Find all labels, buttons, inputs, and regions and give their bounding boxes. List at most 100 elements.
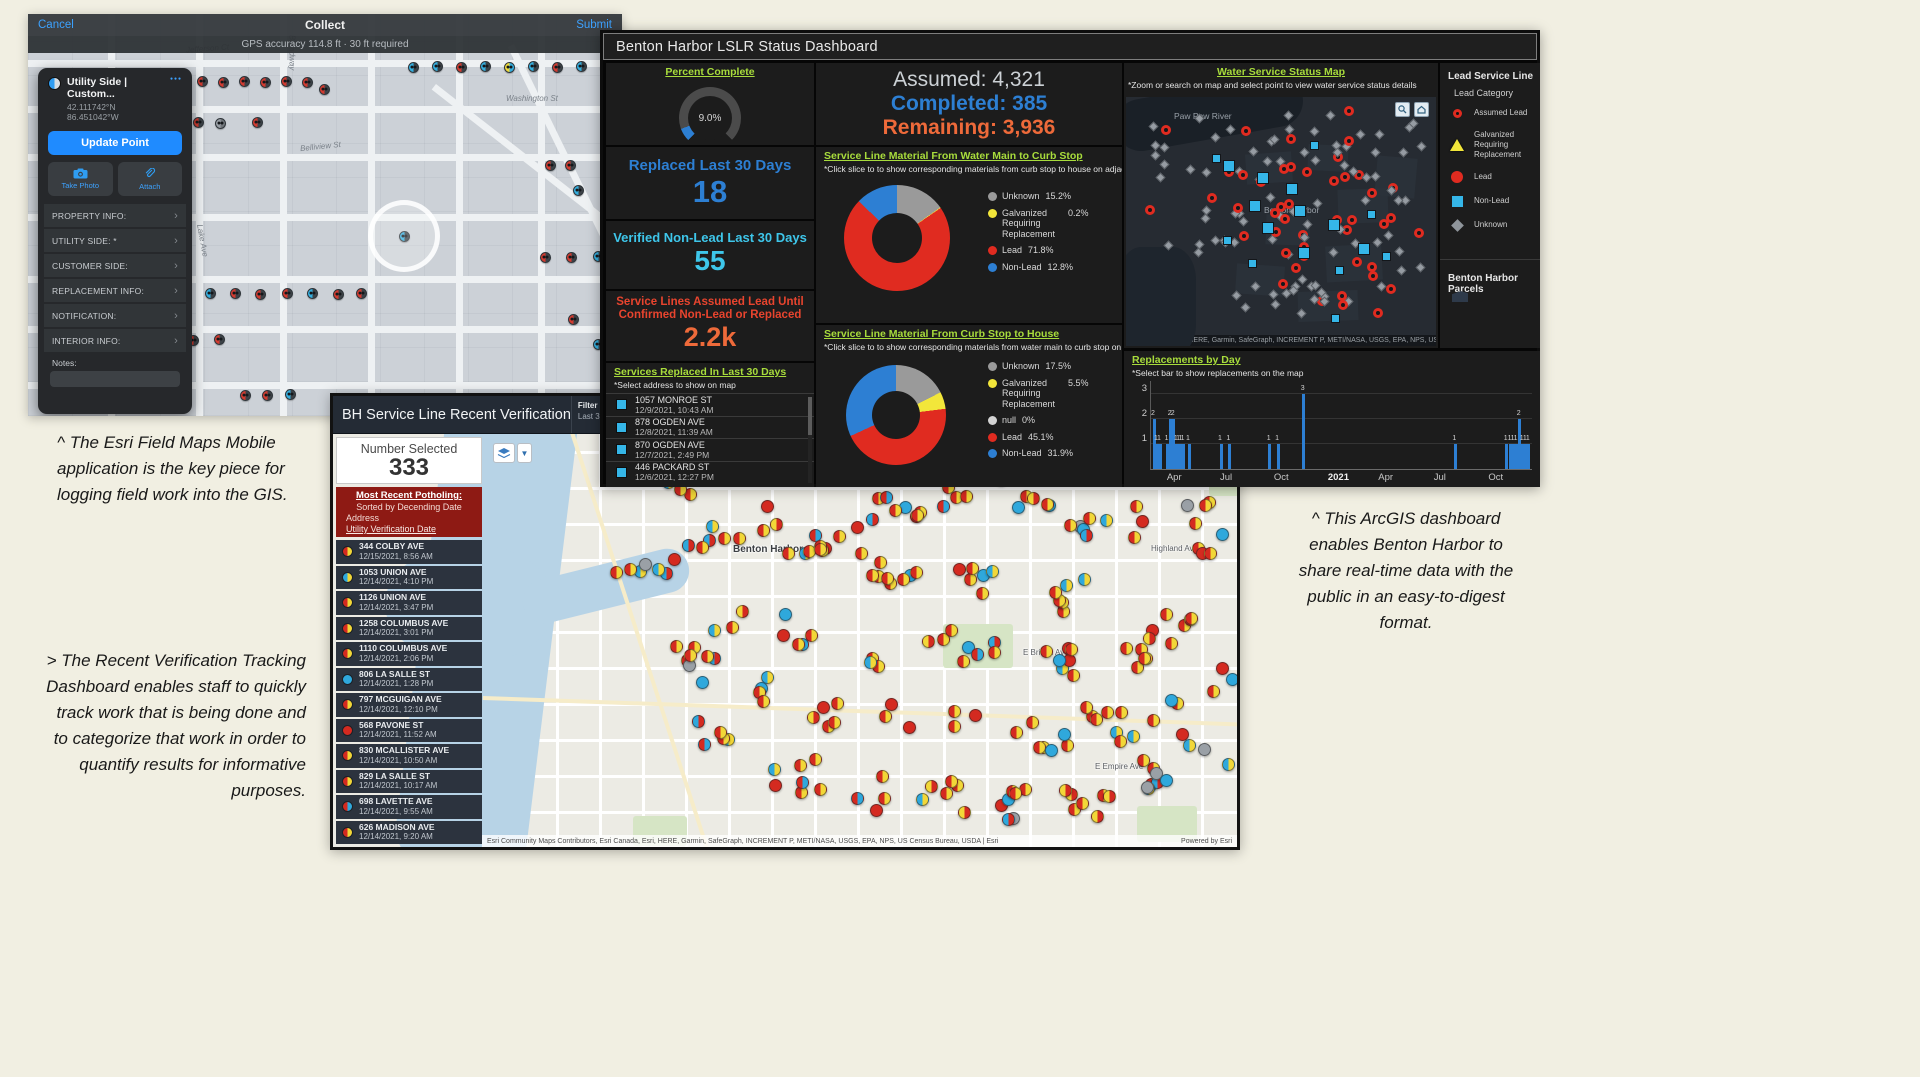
verification-map-marker[interactable]	[670, 640, 683, 653]
verification-map-marker[interactable]	[777, 629, 790, 642]
replacement-bar[interactable]	[1276, 443, 1280, 469]
verification-map-marker[interactable]	[1216, 528, 1229, 541]
water-status-marker[interactable]	[1279, 164, 1289, 174]
water-status-marker[interactable]	[1379, 219, 1389, 229]
water-status-marker[interactable]	[1368, 271, 1378, 281]
verification-map-marker[interactable]	[1040, 645, 1053, 658]
verification-list-item[interactable]: 1110 COLUMBUS AVE 12/14/2021, 2:06 PM	[336, 642, 482, 666]
water-status-marker[interactable]	[1284, 124, 1295, 135]
replacement-bar[interactable]	[1227, 443, 1231, 469]
water-status-marker[interactable]	[1347, 215, 1357, 225]
service-point-marker[interactable]	[480, 61, 491, 72]
verification-map-marker[interactable]	[1137, 754, 1150, 767]
services-replaced-item[interactable]: 446 PACKARD ST 12/6/2021, 12:27 PM	[606, 460, 814, 484]
replacement-bar[interactable]	[1169, 418, 1173, 469]
card-section-notification[interactable]: NOTIFICATION: ›	[44, 304, 186, 327]
water-status-marker[interactable]	[1367, 262, 1377, 272]
water-status-marker[interactable]	[1262, 222, 1274, 234]
service-point-marker[interactable]	[568, 314, 579, 325]
replacement-bar[interactable]	[1521, 443, 1525, 469]
verification-list-item[interactable]: 1053 UNION AVE 12/14/2021, 4:10 PM	[336, 565, 482, 589]
service-point-marker[interactable]	[302, 77, 313, 88]
verification-map-marker[interactable]	[953, 563, 966, 576]
replacement-bar[interactable]	[1158, 443, 1162, 469]
verification-list-item[interactable]: 830 MCALLISTER AVE 12/14/2021, 10:50 AM	[336, 744, 482, 768]
replacement-bar[interactable]	[1453, 443, 1457, 469]
verification-list-item[interactable]: 626 MADISON AVE 12/14/2021, 9:20 AM	[336, 820, 482, 844]
replacement-bar[interactable]	[1515, 443, 1519, 469]
verification-map-marker[interactable]	[1091, 810, 1104, 823]
verification-map-marker[interactable]	[1065, 643, 1078, 656]
verification-map-marker[interactable]	[701, 650, 714, 663]
service-point-marker[interactable]	[205, 288, 216, 299]
legend-item-lead[interactable]: Lead 71.8%	[988, 245, 1114, 256]
legend-item-unknown[interactable]: Unknown 17.5%	[988, 361, 1114, 372]
water-status-marker[interactable]	[1240, 302, 1251, 313]
replacement-bar[interactable]	[1527, 443, 1531, 469]
water-status-marker[interactable]	[1193, 247, 1204, 258]
verification-map-marker[interactable]	[948, 720, 961, 733]
service-point-marker[interactable]	[218, 77, 229, 88]
replacement-bar[interactable]	[1172, 418, 1176, 469]
water-status-marker[interactable]	[1337, 291, 1347, 301]
notes-input[interactable]	[50, 371, 180, 387]
service-point-marker[interactable]	[262, 390, 273, 401]
verification-map-marker[interactable]	[1010, 726, 1023, 739]
verification-map-marker[interactable]	[866, 513, 879, 526]
water-status-marker[interactable]	[1201, 167, 1212, 178]
overflow-menu-icon[interactable]: ●●●	[169, 76, 182, 82]
verification-list-item[interactable]: 829 LA SALLE ST 12/14/2021, 10:17 AM	[336, 769, 482, 793]
verification-map-marker[interactable]	[807, 711, 820, 724]
water-status-marker[interactable]	[1270, 299, 1281, 310]
update-point-button[interactable]: Update Point	[48, 131, 182, 155]
verification-map-marker[interactable]	[1090, 713, 1103, 726]
service-point-marker[interactable]	[319, 84, 330, 95]
verification-map-marker[interactable]	[1185, 612, 1198, 625]
service-point-marker[interactable]	[193, 117, 204, 128]
verification-map-marker[interactable]	[698, 738, 711, 751]
verification-map-marker[interactable]	[889, 504, 902, 517]
verification-map-marker[interactable]	[855, 547, 868, 560]
water-status-marker[interactable]	[1297, 274, 1308, 285]
water-service-map[interactable]: Esri Canada, Esri, HERE, Garmin, SafeGra…	[1126, 97, 1436, 346]
verification-map-marker[interactable]	[1114, 735, 1127, 748]
water-status-marker[interactable]	[1325, 110, 1336, 121]
service-point-marker[interactable]	[408, 62, 419, 73]
water-status-marker[interactable]	[1386, 213, 1396, 223]
service-point-marker[interactable]	[504, 62, 515, 73]
service-point-marker[interactable]	[456, 62, 467, 73]
verification-map-marker[interactable]	[817, 701, 830, 714]
submit-button[interactable]: Submit	[576, 19, 612, 31]
water-status-marker[interactable]	[1223, 160, 1235, 172]
verification-map-marker[interactable]	[1026, 716, 1039, 729]
water-status-marker[interactable]	[1270, 208, 1280, 218]
verification-map-marker[interactable]	[1027, 492, 1040, 505]
verification-map-marker[interactable]	[1150, 767, 1163, 780]
water-status-marker[interactable]	[1355, 129, 1366, 140]
verification-map-marker[interactable]	[1147, 714, 1160, 727]
water-status-marker[interactable]	[1383, 230, 1394, 241]
water-status-marker[interactable]	[1361, 172, 1372, 183]
replacements-bar-chart[interactable]: 1 2 3 Apr Jul Oct 2021 Apr Jul Oct 2 1 1 1 2 2 1 1 1 1 1 1 1 1 1…	[1142, 381, 1532, 483]
water-status-marker[interactable]	[1257, 172, 1269, 184]
water-status-marker[interactable]	[1238, 216, 1249, 227]
verification-map-marker[interactable]	[814, 543, 827, 556]
legend-item-non-lead[interactable]: Non-Lead 12.8%	[988, 262, 1114, 273]
replacement-bar[interactable]	[1219, 443, 1223, 469]
legend-item-unknown[interactable]: Unknown 15.2%	[988, 191, 1114, 202]
verification-map-marker[interactable]	[1199, 499, 1212, 512]
verification-map-marker[interactable]	[958, 806, 971, 819]
service-point-marker[interactable]	[540, 252, 551, 263]
verification-map-marker[interactable]	[757, 524, 770, 537]
water-status-marker[interactable]	[1328, 219, 1340, 231]
verification-map-marker[interactable]	[1103, 790, 1116, 803]
verification-map-marker[interactable]	[794, 759, 807, 772]
verification-map-marker[interactable]	[866, 569, 879, 582]
verification-map-marker[interactable]	[878, 792, 891, 805]
water-status-marker[interactable]	[1280, 214, 1290, 224]
water-status-marker[interactable]	[1249, 200, 1261, 212]
water-status-marker[interactable]	[1416, 141, 1427, 152]
verification-map-marker[interactable]	[1101, 706, 1114, 719]
verification-map-marker[interactable]	[945, 775, 958, 788]
water-status-marker[interactable]	[1382, 252, 1391, 261]
